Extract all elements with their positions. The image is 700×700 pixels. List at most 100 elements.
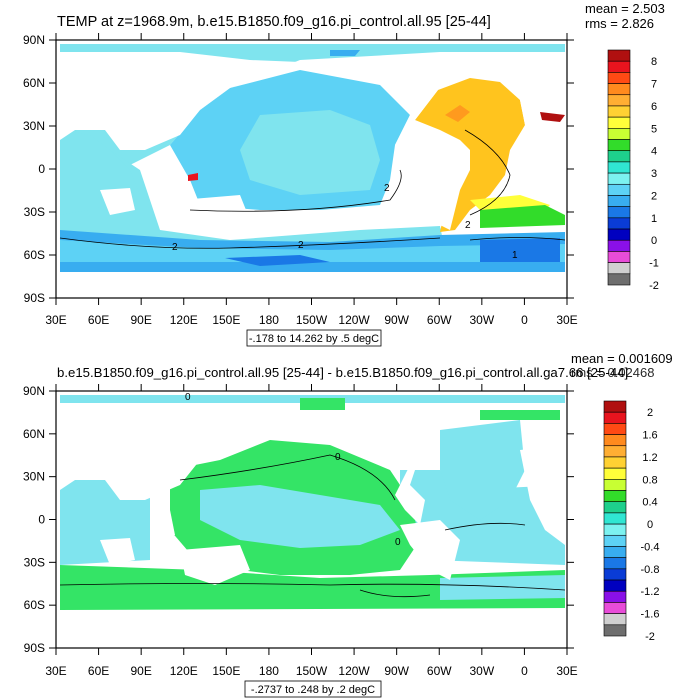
colorbar-swatch [603, 624, 627, 637]
panel-top: TEMP at z=1968.9m, b.e15.B1850.f09_g16.p… [23, 1, 665, 347]
x-tick-label: 60W [427, 313, 452, 327]
colorbar-label: 1 [651, 213, 657, 225]
y-tick-label: 30N [23, 470, 45, 484]
atlantic-region [415, 78, 525, 232]
y-tick-label: 90S [24, 641, 45, 655]
y-tick-label: 90N [23, 33, 45, 47]
colorbar-swatch [607, 150, 631, 163]
colorbar-swatch [603, 501, 627, 514]
x-tick-label: 150W [296, 313, 328, 327]
colorbar-swatch [603, 546, 627, 558]
y-tick-label: 30N [23, 119, 45, 133]
colorbar-swatch [603, 411, 627, 424]
colorbar-swatch [607, 60, 631, 73]
x-tick-label: 90E [130, 313, 151, 327]
colorbar-swatch [607, 251, 631, 263]
land-mask [60, 403, 300, 500]
colorbar-swatch [607, 239, 631, 252]
colorbar-label: 1.6 [642, 430, 657, 442]
colorbar-swatch [603, 602, 627, 614]
contour-label: 2 [172, 242, 178, 253]
x-tick-label: 30W [469, 664, 494, 678]
y-tick-label: 90N [23, 384, 45, 398]
colorbar-swatch [607, 273, 631, 286]
colorbar-swatch [607, 262, 631, 275]
x-tick-label: 30E [556, 313, 577, 327]
colorbar-label: 6 [651, 101, 657, 113]
x-tick-label: 30E [45, 664, 66, 678]
y-tick-label: 60N [23, 427, 45, 441]
x-axis: 30E 60E 90E 120E 150E 180 150W 120W 90W 60W 30W 0 30… [45, 384, 578, 678]
contour-label: 2 [384, 183, 390, 194]
x-tick-label: 90E [130, 664, 151, 678]
colorbar-label: 0 [651, 235, 657, 247]
contour-label: 2 [465, 220, 471, 231]
colorbar-label: -2 [645, 631, 655, 643]
rms-stat: rms = 0.02468 [571, 365, 654, 380]
colorbar-label: 3 [651, 168, 657, 180]
x-tick-label: 0 [521, 313, 528, 327]
colorbar-label: -2 [649, 280, 659, 292]
x-tick-label: 120E [170, 313, 198, 327]
contour-label: 2 [298, 240, 304, 251]
contour-lines [59, 454, 566, 598]
range-label: -.2737 to .248 by .2 degC [251, 684, 375, 696]
x-tick-label: 120E [170, 664, 198, 678]
colorbar-swatch [607, 105, 631, 118]
colorbar-swatch [603, 423, 627, 435]
contour-lines [59, 129, 566, 249]
x-tick-label: 60E [88, 313, 109, 327]
colorbar: 8 7 6 5 4 3 2 1 0 -1 -2 [607, 49, 659, 292]
colorbar-label: -1.2 [641, 586, 660, 598]
colorbar-swatch [603, 590, 627, 603]
colorbar-swatch [603, 557, 627, 570]
x-tick-label: 150W [296, 664, 328, 678]
x-tick-label: 60E [88, 664, 109, 678]
colorbar-label: 0.4 [642, 497, 657, 509]
plot-title: b.e15.B1850.f09_g16.pi_control.all.95 [2… [57, 365, 628, 380]
y-tick-label: 60N [23, 76, 45, 90]
y-tick-label: 0 [38, 162, 45, 176]
x-tick-label: 180 [259, 664, 279, 678]
panel-bottom: b.e15.B1850.f09_g16.pi_control.all.95 [2… [23, 351, 673, 698]
colorbar-swatch [607, 72, 631, 84]
y-axis: 90N 60N 30N 0 30S 60S 90S [23, 384, 574, 655]
colorbar-swatch [607, 206, 631, 219]
x-tick-label: 150E [212, 664, 240, 678]
colorbar-label: 0 [647, 519, 653, 531]
y-tick-label: 90S [24, 291, 45, 305]
x-tick-label: 60W [427, 664, 452, 678]
colorbar-swatch [603, 579, 627, 592]
colorbar-swatch [603, 445, 627, 458]
x-tick-label: 30E [45, 313, 66, 327]
contour-label: 0 [185, 392, 191, 403]
colorbar-swatch [603, 534, 627, 547]
colorbar-swatch [607, 94, 631, 107]
colorbar-swatch [607, 183, 631, 196]
colorbar-swatch [603, 512, 627, 525]
colorbar-label: 2 [647, 407, 653, 419]
colorbar-swatch [603, 490, 627, 503]
rms-stat: rms = 2.826 [585, 16, 654, 31]
colorbar: 2 1.6 1.2 0.8 0.4 0 -0.4 -0.8 -1.2 -1.6 -2 [603, 400, 660, 643]
x-tick-label: 90W [384, 313, 409, 327]
colorbar-swatch [603, 568, 627, 581]
colorbar-label: 1.2 [642, 452, 657, 464]
x-tick-label: 90W [384, 664, 409, 678]
colorbar-label: -0.4 [641, 541, 660, 553]
y-tick-label: 30S [24, 555, 45, 569]
map-field: 0 0 0 [56, 391, 567, 648]
x-tick-label: 120W [338, 313, 370, 327]
land-mask [60, 52, 300, 150]
colorbar-swatch [603, 467, 627, 480]
contour-label: 0 [395, 537, 401, 548]
x-tick-label: 0 [521, 664, 528, 678]
x-tick-label: 30W [469, 313, 494, 327]
x-tick-label: 150E [212, 313, 240, 327]
range-label: -.178 to 14.262 by .5 degC [249, 333, 379, 345]
y-tick-label: 60S [24, 248, 45, 262]
colorbar-label: 8 [651, 56, 657, 68]
colorbar-swatch [603, 479, 627, 491]
x-tick-label: 180 [259, 313, 279, 327]
